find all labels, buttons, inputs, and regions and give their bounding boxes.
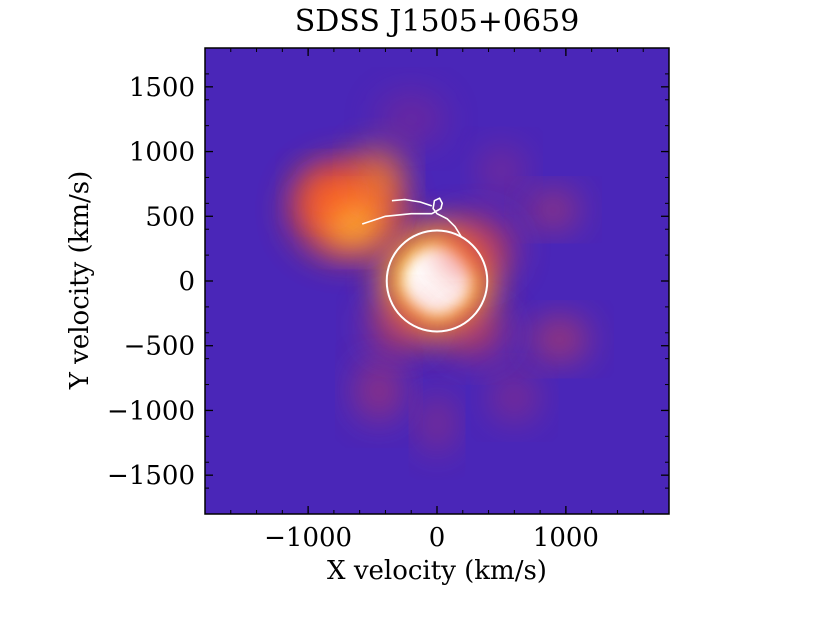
heatmap-blob <box>377 93 445 146</box>
overlay-circle <box>385 229 489 333</box>
y-tick-label: −500 <box>124 332 195 362</box>
chart-title: SDSS J1505+0659 <box>294 4 580 39</box>
x-tick-label: 0 <box>429 523 446 553</box>
heatmap-blob <box>528 192 578 227</box>
x-tick-label: 1000 <box>533 523 599 553</box>
heatmap-blob <box>301 170 354 215</box>
trajectory-line <box>361 197 463 238</box>
heatmap-blob <box>444 306 507 359</box>
y-tick-label: −1000 <box>107 396 195 426</box>
y-tick-label: 1000 <box>129 138 195 168</box>
heatmap-blob <box>422 394 452 452</box>
y-tick-label: −1500 <box>107 461 195 491</box>
heatmap-blob <box>357 362 401 420</box>
heatmap-blob <box>492 375 537 420</box>
x-tick-label: −1000 <box>264 523 352 553</box>
heatmap-blob <box>355 147 403 208</box>
trajectory-tail-line <box>391 198 433 207</box>
heatmap-blob <box>480 148 523 193</box>
heatmap-blob <box>532 319 587 359</box>
y-tick-label: 500 <box>145 202 195 232</box>
heatmap-blob <box>367 300 430 353</box>
y-tick-label: 1500 <box>129 73 195 103</box>
y-tick-label: 0 <box>178 267 195 297</box>
x-axis-label: X velocity (km/s) <box>327 556 547 586</box>
